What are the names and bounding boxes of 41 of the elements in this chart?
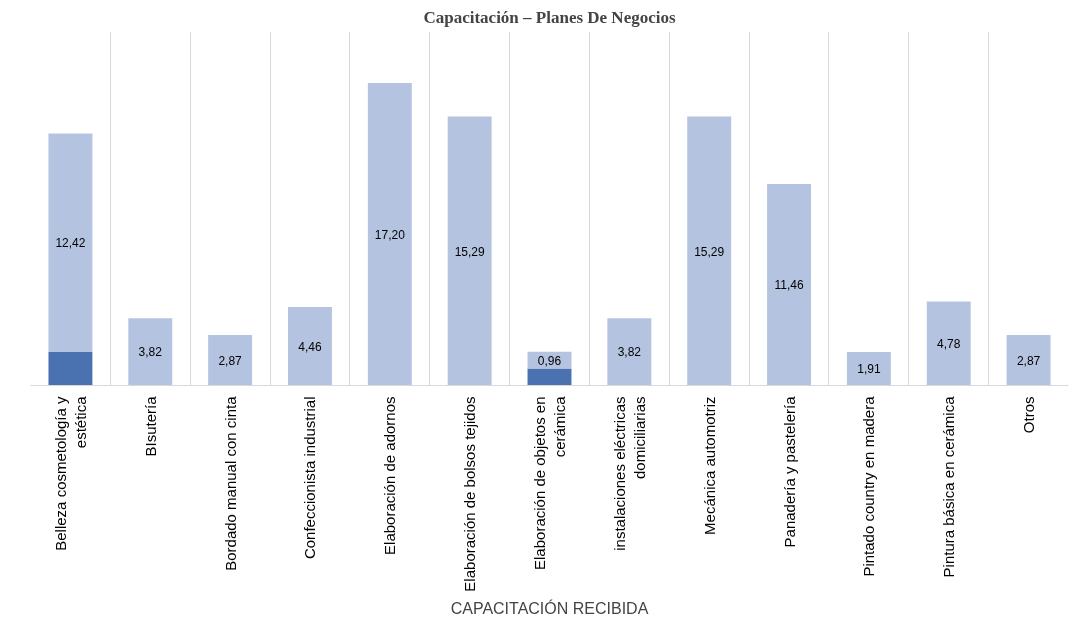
x-tick-label: BIsutería [141, 395, 159, 457]
data-label: 4,78 [937, 336, 961, 351]
data-label: 15,29 [454, 244, 485, 259]
x-tick-label: Belleza cosmetología y estética [51, 395, 90, 551]
bar [367, 82, 412, 386]
data-label: 17,20 [374, 227, 406, 242]
bar [926, 301, 971, 386]
data-label: 3,82 [617, 345, 642, 360]
data-label: 3,82 [138, 345, 163, 360]
x-tick-label: Pintura básica en cerámica [940, 395, 958, 578]
bar [288, 307, 332, 386]
x-axis-title: CAPACITACIÓN RECIBIDA [450, 598, 649, 617]
data-label: 1,91 [857, 362, 881, 377]
bar [527, 368, 572, 386]
bar [48, 133, 93, 352]
bar [607, 318, 652, 386]
x-tick-label: Elaboración de bolsos tejidos [461, 396, 479, 592]
x-tick-label: Pintado country en madera [860, 395, 878, 577]
bar [48, 351, 93, 386]
bar [687, 116, 732, 386]
data-label: 11,46 [774, 278, 804, 293]
bar [208, 335, 253, 386]
x-tick-label: Elaboración de adornos [381, 396, 399, 555]
chart-title: Capacitación – Planes De Negocios [423, 7, 676, 27]
x-tick-label: Mecánica automotriz [700, 396, 718, 535]
bar [846, 351, 891, 386]
x-tick-label: Bordado manual con cinta [221, 395, 239, 571]
bar [767, 183, 811, 386]
data-label: 2,87 [1016, 353, 1041, 368]
bar [128, 318, 173, 386]
data-label: 12,42 [55, 236, 86, 251]
x-tick-label: Panadería y pastelería [780, 395, 798, 548]
bar [447, 116, 492, 386]
data-label: 4,46 [298, 339, 322, 354]
bar [1006, 335, 1051, 386]
data-label: 15,29 [694, 244, 725, 259]
x-tick-label: Confeccionista industrial [301, 396, 319, 560]
x-tick-label: Otros [1020, 396, 1038, 434]
data-label: 2,87 [218, 353, 243, 368]
data-label: 0,96 [537, 353, 562, 368]
x-tick-label: Elaboración de objetos en cerámica [530, 395, 569, 570]
